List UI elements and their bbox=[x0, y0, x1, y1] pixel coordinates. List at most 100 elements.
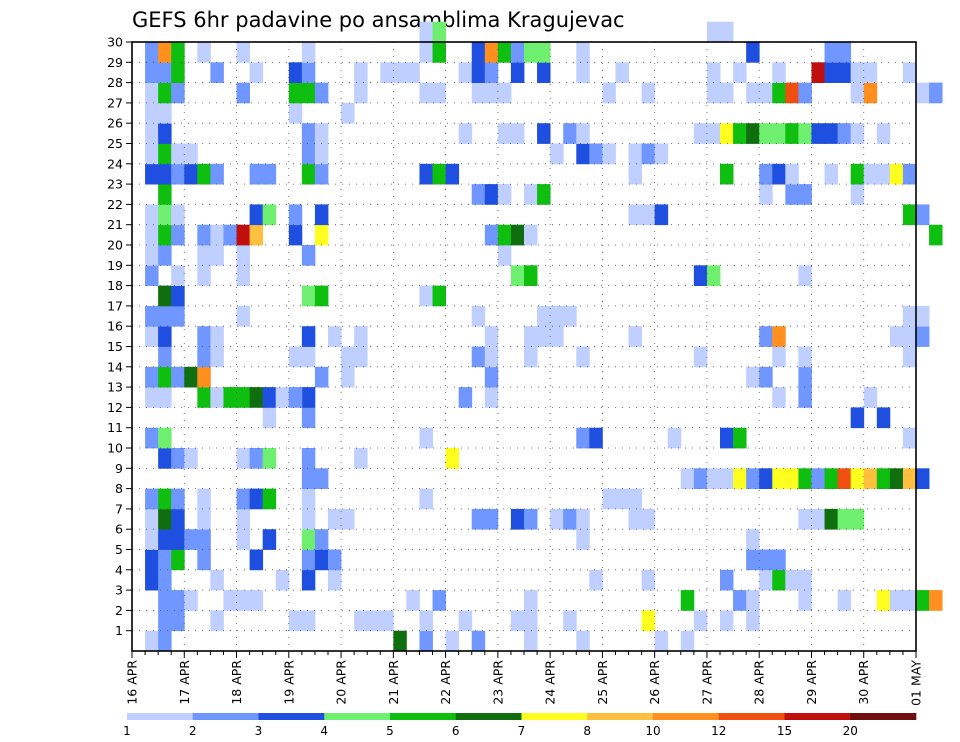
heatmap-cell bbox=[929, 224, 943, 246]
heatmap-cell bbox=[236, 245, 250, 266]
heatmap-cell bbox=[380, 610, 394, 632]
colorbar-swatch bbox=[587, 713, 654, 720]
heatmap-cell bbox=[824, 163, 838, 185]
heatmap-cell bbox=[158, 508, 172, 530]
heatmap-cell bbox=[850, 123, 865, 144]
heatmap-cell bbox=[354, 346, 368, 368]
y-tick-label: 15 bbox=[107, 339, 123, 354]
heatmap-cell bbox=[249, 204, 264, 226]
heatmap-cell bbox=[145, 305, 159, 327]
heatmap-cell bbox=[328, 508, 342, 530]
heatmap-cell bbox=[916, 82, 930, 104]
heatmap-cell bbox=[158, 224, 172, 246]
heatmap-cell bbox=[210, 245, 224, 266]
heatmap-cell bbox=[628, 163, 642, 185]
heatmap-cell bbox=[419, 82, 433, 104]
x-tick-label: 27 APR bbox=[699, 660, 714, 705]
heatmap-cell bbox=[184, 448, 198, 469]
heatmap-cell bbox=[576, 508, 590, 530]
heatmap-cell bbox=[262, 407, 277, 429]
heatmap-cell bbox=[288, 346, 303, 368]
heatmap-cell bbox=[158, 305, 172, 327]
heatmap-cell bbox=[432, 163, 446, 185]
heatmap-cell bbox=[510, 610, 525, 632]
heatmap-cell bbox=[301, 407, 316, 429]
heatmap-cell bbox=[301, 549, 316, 571]
heatmap-cell bbox=[158, 42, 172, 63]
heatmap-cell bbox=[197, 508, 211, 530]
heatmap-cell bbox=[158, 630, 172, 652]
heatmap-cell bbox=[576, 143, 590, 165]
heatmap-cell bbox=[811, 468, 825, 489]
heatmap-cell bbox=[288, 224, 303, 246]
y-tick-label: 2 bbox=[115, 603, 123, 618]
heatmap-cell bbox=[471, 630, 486, 652]
heatmap-cell bbox=[916, 326, 930, 347]
y-axis: 1234567891011121314151617181920212223242… bbox=[107, 35, 132, 638]
heatmap-cell bbox=[497, 42, 512, 63]
heatmap-cell bbox=[484, 184, 499, 205]
heatmap-cell bbox=[497, 82, 512, 104]
heatmap-cell bbox=[510, 508, 525, 530]
heatmap-cell bbox=[249, 224, 264, 246]
heatmap-cell bbox=[628, 488, 642, 510]
heatmap-cell bbox=[654, 630, 669, 652]
heatmap-cell bbox=[746, 123, 760, 144]
heatmap-cell bbox=[863, 468, 878, 489]
heatmap-cells bbox=[145, 21, 943, 652]
heatmap-cell bbox=[811, 123, 825, 144]
heatmap-cell bbox=[798, 569, 812, 591]
heatmap-cell bbox=[628, 204, 642, 226]
heatmap-cell bbox=[811, 62, 825, 83]
heatmap-cell bbox=[746, 590, 760, 611]
heatmap-cell bbox=[210, 569, 224, 591]
heatmap-cell bbox=[471, 62, 486, 83]
heatmap-cell bbox=[171, 163, 185, 185]
heatmap-cell bbox=[824, 42, 838, 63]
heatmap-cell bbox=[746, 468, 760, 489]
x-tick-label: 29 APR bbox=[804, 660, 819, 705]
heatmap-cell bbox=[589, 143, 603, 165]
heatmap-cell bbox=[236, 82, 250, 104]
heatmap-cell bbox=[524, 590, 538, 611]
x-tick-label: 01 MAY bbox=[909, 660, 924, 706]
heatmap-cell bbox=[720, 21, 734, 43]
heatmap-cell bbox=[772, 163, 786, 185]
heatmap-cell bbox=[145, 569, 159, 591]
heatmap-cell bbox=[328, 569, 342, 591]
heatmap-cell bbox=[772, 387, 786, 408]
heatmap-cell bbox=[916, 305, 930, 327]
heatmap-cell bbox=[576, 427, 590, 449]
y-tick-label: 8 bbox=[115, 481, 123, 496]
heatmap-cell bbox=[889, 326, 904, 347]
heatmap-cell bbox=[798, 366, 812, 388]
heatmap-cell bbox=[811, 508, 825, 530]
heatmap-cell bbox=[680, 590, 695, 611]
heatmap-cell bbox=[236, 488, 250, 510]
heatmap-cell bbox=[301, 529, 316, 550]
y-tick-label: 6 bbox=[115, 522, 123, 537]
heatmap-cell bbox=[145, 163, 159, 185]
heatmap-cell bbox=[158, 488, 172, 510]
heatmap-cell bbox=[406, 590, 420, 611]
heatmap-cell bbox=[380, 62, 394, 83]
heatmap-cell bbox=[301, 285, 316, 307]
colorbar-label: 20 bbox=[843, 724, 858, 738]
heatmap-cell bbox=[706, 82, 721, 104]
heatmap-cell bbox=[419, 630, 433, 652]
heatmap-cell bbox=[262, 387, 277, 408]
heatmap-cell bbox=[798, 82, 812, 104]
x-tick-label: 21 APR bbox=[386, 660, 401, 705]
heatmap-cell bbox=[393, 630, 407, 652]
y-tick-label: 13 bbox=[107, 380, 123, 395]
y-tick-label: 22 bbox=[107, 197, 123, 212]
heatmap-cell bbox=[341, 366, 355, 388]
x-tick-label: 17 APR bbox=[177, 660, 192, 705]
heatmap-cell bbox=[837, 62, 852, 83]
y-tick-label: 12 bbox=[107, 400, 123, 415]
heatmap-cell bbox=[537, 305, 551, 327]
heatmap-cell bbox=[759, 549, 773, 571]
heatmap-cell bbox=[850, 407, 865, 429]
heatmap-cell bbox=[824, 62, 838, 83]
heatmap-cell bbox=[158, 285, 172, 307]
